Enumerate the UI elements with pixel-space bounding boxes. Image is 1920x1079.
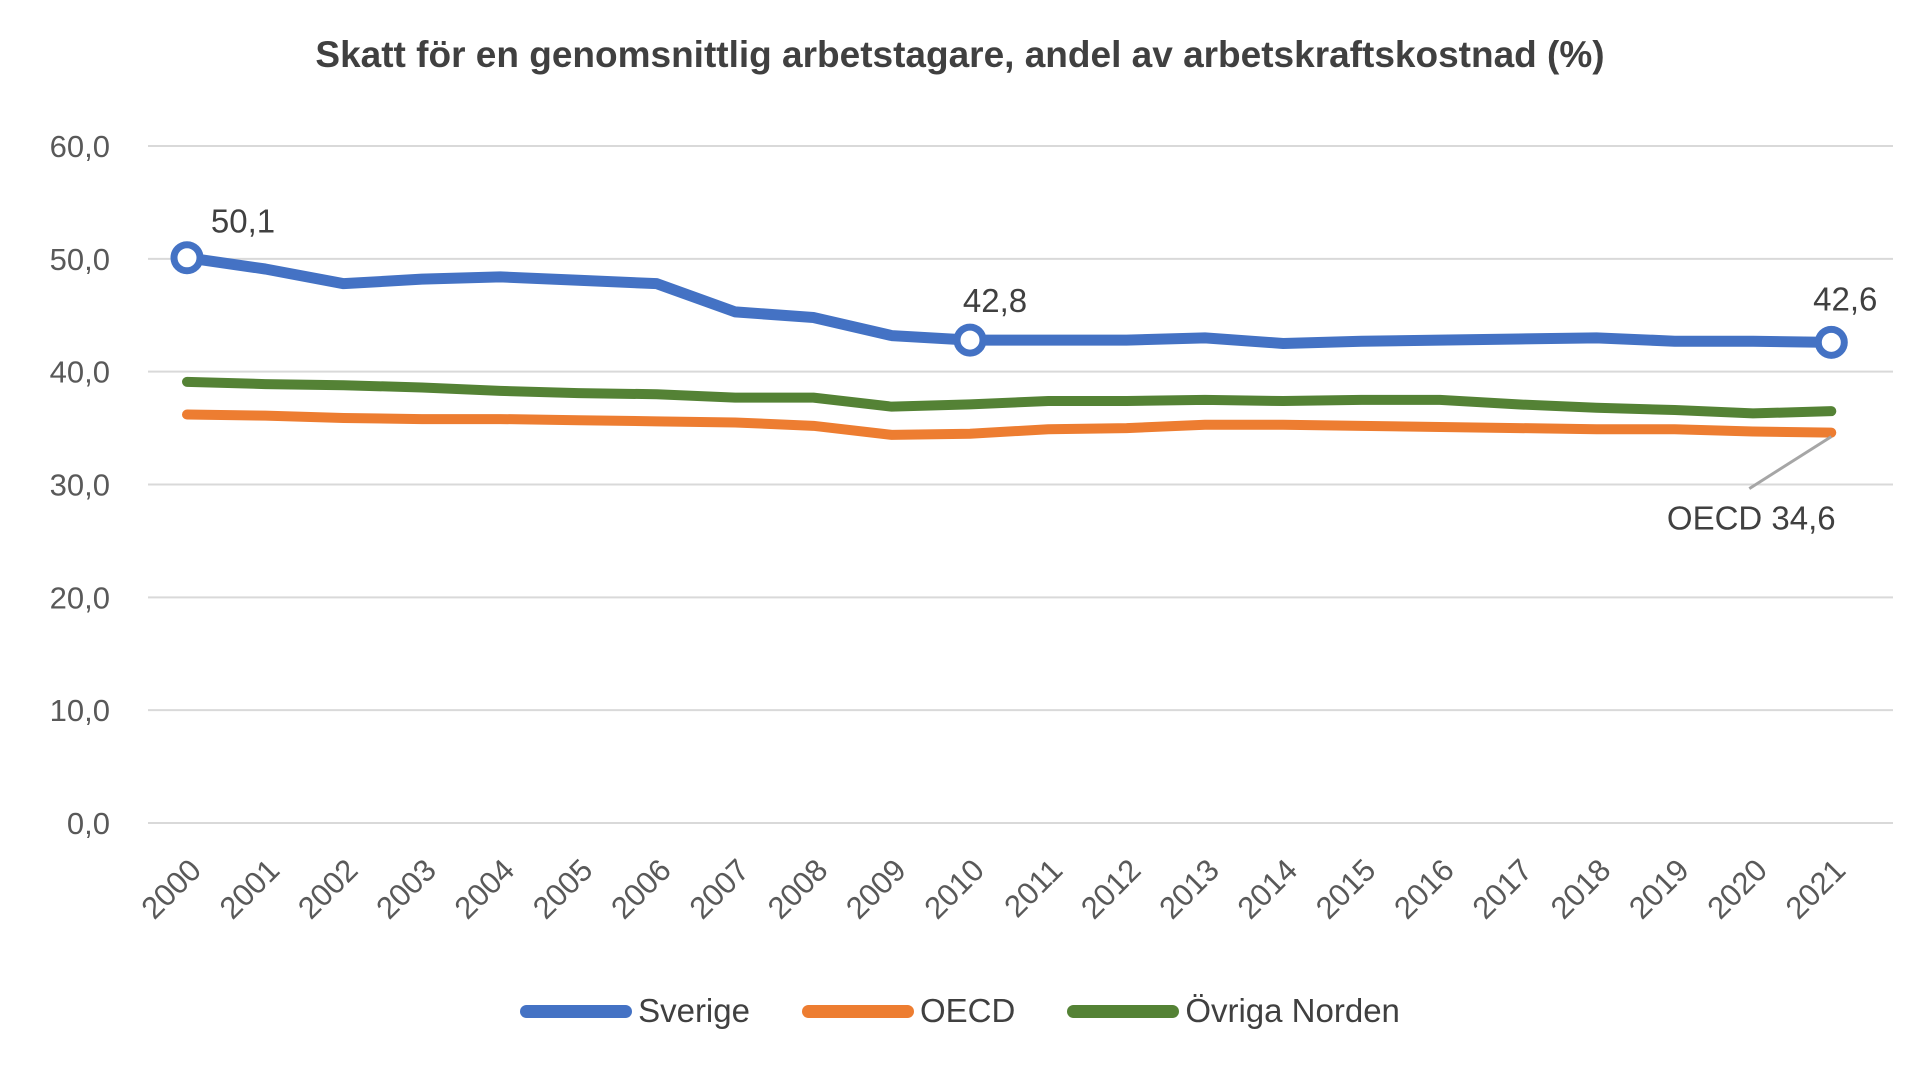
x-axis-tick-label: 2000: [134, 852, 208, 926]
x-axis-tick-label: 2021: [1779, 852, 1853, 926]
y-axis-tick-label: 50,0: [50, 242, 110, 277]
series-line-övriga-norden: [182, 376, 1837, 419]
legend-label: OECD: [919, 992, 1016, 1029]
x-axis-tick-label: 2004: [448, 852, 522, 926]
x-axis-tick-label: 2009: [839, 852, 913, 926]
x-axis-tick-label: 2014: [1231, 852, 1305, 926]
legend-item-sverige: Sverige: [520, 992, 750, 1030]
x-axis-tick-label: 2010: [917, 852, 991, 926]
x-axis-tick-label: 2012: [1074, 852, 1148, 926]
y-axis-tick-label: 60,0: [50, 129, 110, 164]
data-point-marker: [1814, 325, 1848, 359]
x-axis-tick-label: 2007: [683, 852, 757, 926]
legend-label: Övriga Norden: [1185, 992, 1400, 1029]
x-axis-tick-label: 2008: [761, 852, 835, 926]
x-axis-tick-label: 2017: [1466, 852, 1540, 926]
x-axis-tick-label: 2005: [526, 852, 600, 926]
legend: Sverige OECD Övriga Norden: [0, 992, 1920, 1030]
legend-line-swatch: [520, 1004, 633, 1018]
x-axis-tick-label: 2003: [369, 852, 443, 926]
annotation-leader-line: [1748, 435, 1833, 490]
annotation-label: OECD 34,6: [1667, 500, 1836, 537]
legend-line-swatch: [801, 1004, 914, 1018]
x-axis-tick-label: 2001: [213, 852, 287, 926]
y-axis-tick-label: 40,0: [50, 355, 110, 390]
data-point-label: 50,1: [211, 203, 275, 240]
x-axis-tick-label: 2006: [604, 852, 678, 926]
y-axis-tick-label: 30,0: [50, 468, 110, 503]
x-axis-tick-label: 2002: [291, 852, 365, 926]
x-axis-tick-label: 2011: [997, 852, 1069, 924]
x-axis-tick-label: 2015: [1309, 852, 1383, 926]
x-axis-tick-label: 2018: [1544, 852, 1618, 926]
legend-label: Sverige: [638, 992, 750, 1029]
data-point-label: 42,8: [963, 282, 1027, 319]
x-axis-tick-label: 2020: [1700, 852, 1774, 926]
legend-item-oecd: OECD: [801, 992, 1016, 1030]
x-axis-tick-label: 2019: [1622, 852, 1696, 926]
data-point-marker: [953, 323, 987, 357]
chart-title: Skatt för en genomsnittlig arbetstagare,…: [315, 34, 1605, 75]
y-axis-tick-label: 0,0: [67, 806, 110, 841]
x-axis-tick-label: 2013: [1152, 852, 1226, 926]
legend-line-swatch: [1067, 1004, 1180, 1018]
data-point-marker: [170, 241, 204, 275]
legend-item-övriga-norden: Övriga Norden: [1067, 992, 1400, 1030]
y-axis-tick-label: 20,0: [50, 580, 110, 615]
series-line-sverige: [181, 252, 1837, 349]
x-axis-tick-label: 2016: [1387, 852, 1461, 926]
series-line-oecd: [182, 409, 1837, 440]
y-axis-tick-label: 10,0: [50, 693, 110, 728]
data-point-label: 42,6: [1813, 280, 1877, 317]
